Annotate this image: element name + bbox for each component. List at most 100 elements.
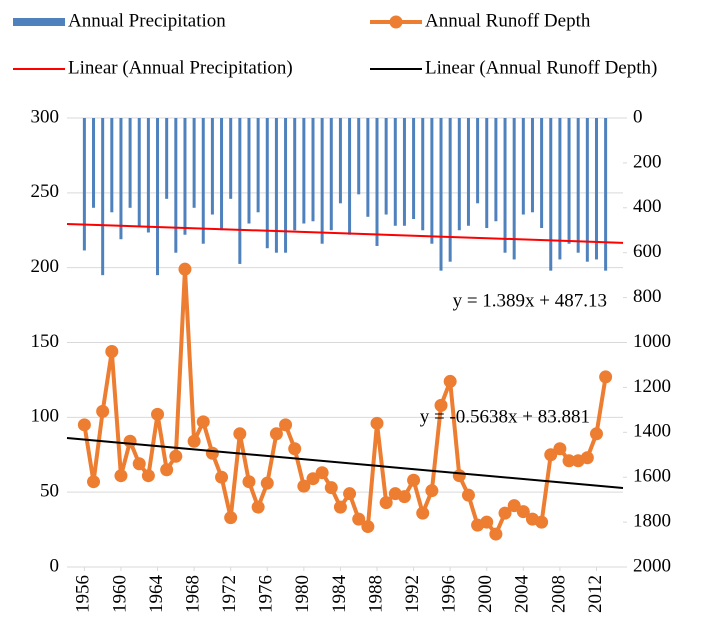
- bar: [421, 118, 425, 231]
- marker: [379, 496, 393, 510]
- bar: [540, 118, 544, 229]
- bar: [210, 118, 214, 215]
- marker: [205, 446, 219, 460]
- marker: [315, 466, 329, 480]
- x-tick-label: 1984: [329, 575, 350, 614]
- marker: [434, 398, 448, 412]
- marker: [288, 442, 302, 456]
- x-tick-label: 1988: [365, 575, 386, 613]
- bar: [485, 118, 489, 229]
- marker: [123, 434, 137, 448]
- bar: [366, 118, 370, 217]
- bar: [82, 118, 86, 251]
- y-tick-label: 300: [31, 106, 60, 127]
- y2-tick-label: 1400: [633, 421, 671, 442]
- marker: [151, 407, 165, 421]
- bar: [512, 118, 516, 260]
- bar: [549, 118, 553, 271]
- marker: [452, 469, 466, 483]
- marker: [187, 434, 201, 448]
- x-tick-label: 1972: [219, 575, 240, 613]
- marker: [589, 427, 603, 441]
- x-tick-label: 2012: [585, 575, 606, 613]
- y-tick-label: 250: [31, 181, 60, 202]
- marker: [141, 469, 155, 483]
- x-tick-label: 1996: [439, 575, 460, 613]
- bar: [393, 118, 397, 226]
- marker: [215, 470, 229, 484]
- bar: [567, 118, 571, 244]
- marker: [178, 262, 192, 276]
- bar: [503, 118, 507, 253]
- bar: [274, 118, 278, 253]
- marker: [105, 344, 119, 358]
- y2-tick-label: 1600: [633, 466, 671, 487]
- y2-tick-label: 1200: [633, 376, 671, 397]
- bar: [192, 118, 196, 208]
- marker: [251, 500, 265, 514]
- bar: [201, 118, 205, 244]
- bar: [229, 118, 233, 199]
- y2-tick-label: 2000: [633, 555, 671, 576]
- bar: [430, 118, 434, 244]
- marker: [370, 416, 384, 430]
- bar: [311, 118, 315, 222]
- marker: [480, 515, 494, 529]
- marker: [352, 512, 366, 526]
- bar: [576, 118, 580, 253]
- bar: [439, 118, 443, 271]
- bar: [348, 118, 352, 235]
- bar: [92, 118, 96, 208]
- marker: [77, 418, 91, 432]
- marker: [196, 415, 210, 429]
- marker: [233, 427, 247, 441]
- legend-label: Linear (Annual Precipitation): [68, 57, 293, 78]
- line: [66, 436, 624, 489]
- bar: [320, 118, 324, 244]
- marker: [269, 427, 283, 441]
- y-tick-label: 100: [31, 406, 60, 427]
- bar: [585, 118, 589, 262]
- bar: [457, 118, 461, 231]
- marker: [279, 418, 293, 432]
- marker: [96, 404, 110, 418]
- y-tick-label: 50: [40, 481, 59, 502]
- x-tick-label: 2004: [512, 575, 533, 614]
- bar: [521, 118, 525, 215]
- marker: [87, 475, 101, 489]
- bar: [183, 118, 187, 235]
- marker: [498, 506, 512, 520]
- bar: [284, 118, 288, 253]
- bar: [558, 118, 562, 260]
- bar: [384, 118, 388, 215]
- marker: [333, 500, 347, 514]
- marker: [242, 475, 256, 489]
- bar: [494, 118, 498, 222]
- x-tick-label: 1992: [402, 575, 423, 613]
- marker: [361, 520, 375, 534]
- x-tick-label: 1960: [109, 575, 130, 613]
- bar: [220, 118, 224, 231]
- y2-tick-label: 1000: [633, 331, 671, 352]
- legend-marker: [389, 15, 403, 29]
- marker: [260, 476, 274, 490]
- legend-label: Annual Precipitation: [68, 10, 226, 31]
- bar: [402, 118, 406, 226]
- y2-tick-label: 0: [633, 106, 643, 127]
- bar: [119, 118, 123, 240]
- bar: [448, 118, 452, 262]
- bar: [466, 118, 470, 226]
- y-tick-label: 200: [31, 256, 60, 277]
- bar: [357, 118, 361, 195]
- bar: [375, 118, 379, 246]
- marker: [562, 454, 576, 468]
- marker: [489, 527, 503, 541]
- bar: [530, 118, 534, 213]
- x-tick-label: 1968: [182, 575, 203, 613]
- marker: [324, 481, 338, 495]
- bar: [302, 118, 306, 224]
- marker: [580, 451, 594, 465]
- marker: [516, 505, 530, 519]
- legend-label: Linear (Annual Runoff Depth): [425, 57, 657, 78]
- marker: [443, 374, 457, 388]
